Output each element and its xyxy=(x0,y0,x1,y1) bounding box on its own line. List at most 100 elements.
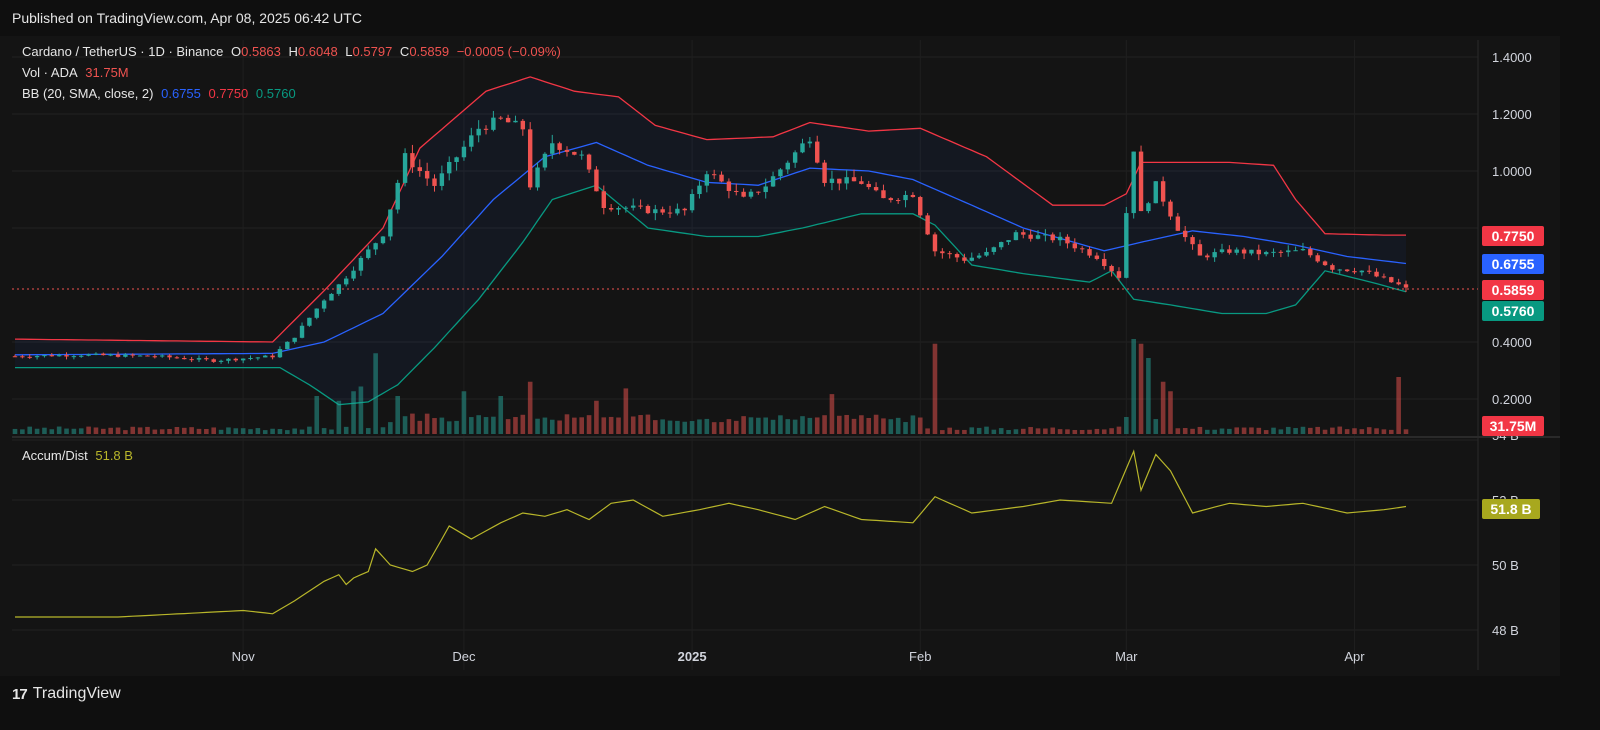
volume-bar xyxy=(954,429,960,434)
candle-body xyxy=(807,141,813,144)
volume-bar xyxy=(71,428,77,434)
candle-body xyxy=(1006,240,1011,243)
volume-bar xyxy=(1315,426,1320,434)
volume-bar xyxy=(1388,429,1394,434)
volume-bar xyxy=(321,428,327,434)
candle-body xyxy=(947,253,952,255)
candle-body xyxy=(1205,255,1210,258)
candle-body xyxy=(1308,249,1313,256)
candle-body xyxy=(586,154,592,170)
volume-legend[interactable]: Vol · ADA 31.75M xyxy=(22,65,133,80)
candle-body xyxy=(1219,249,1225,253)
candle-body xyxy=(1087,249,1092,256)
candle-body xyxy=(520,120,526,130)
candle-body xyxy=(940,251,945,254)
candle-body xyxy=(969,257,974,261)
candle-body xyxy=(1315,255,1320,262)
volume-bar xyxy=(476,415,481,434)
volume-bar xyxy=(807,417,813,434)
change-value: −0.0005 (−0.09%) xyxy=(456,44,561,59)
time-axis-label: Dec xyxy=(452,649,476,664)
volume-bar xyxy=(1403,429,1409,434)
volume-bar xyxy=(388,422,393,434)
candle-body xyxy=(535,167,540,188)
candle-body xyxy=(321,300,327,309)
volume-bar xyxy=(1263,430,1269,434)
volume-bar xyxy=(27,426,33,434)
volume-bar xyxy=(638,415,643,434)
candle-body xyxy=(439,173,445,186)
volume-bar xyxy=(336,400,342,434)
volume-bar xyxy=(123,430,128,434)
volume-bar xyxy=(204,428,209,434)
candle-body xyxy=(726,181,732,191)
volume-bar xyxy=(101,428,106,434)
candle-body xyxy=(638,205,643,207)
volume-bar xyxy=(277,429,283,434)
volume-bar xyxy=(932,343,938,434)
volume-bar xyxy=(299,429,305,434)
candle-body xyxy=(991,247,997,252)
volume-bar xyxy=(189,427,194,434)
candle-body xyxy=(351,270,356,279)
brand-name: TradingView xyxy=(32,685,121,702)
candle-body xyxy=(697,185,702,195)
volume-bar xyxy=(1322,429,1328,434)
volume-bar xyxy=(630,416,636,434)
candle-body xyxy=(918,197,923,216)
volume-bar xyxy=(741,416,746,434)
candle-body xyxy=(248,357,253,359)
volume-bar xyxy=(564,414,570,434)
chart-area[interactable] xyxy=(0,36,1560,676)
candle-body xyxy=(505,117,511,123)
volume-bar xyxy=(1013,429,1019,434)
volume-bar xyxy=(836,415,842,434)
volume-bar xyxy=(881,418,886,434)
bb-basis-line xyxy=(15,141,1407,356)
candle-body xyxy=(859,181,864,184)
candle-body xyxy=(1102,258,1107,267)
candle-body xyxy=(1227,249,1232,253)
volume-bar xyxy=(174,427,180,434)
volume-bar xyxy=(410,413,415,434)
volume-bar xyxy=(432,418,437,434)
candle-body xyxy=(976,255,982,258)
volume-bar xyxy=(859,415,864,434)
volume-bar xyxy=(667,420,673,434)
candle-body xyxy=(660,209,665,213)
volume-bar xyxy=(1101,429,1107,434)
candle-body xyxy=(954,254,960,258)
ad-tag: 51.8 B xyxy=(1482,499,1540,519)
candle-body xyxy=(778,169,783,177)
candle-body xyxy=(594,169,599,192)
volume-label: Vol · ADA xyxy=(22,65,78,80)
ad-legend[interactable]: Accum/Dist 51.8 B xyxy=(22,448,137,463)
top-bar: Published on TradingView.com, Apr 08, 20… xyxy=(0,0,1600,36)
volume-bar xyxy=(152,429,158,434)
bb-label: BB (20, SMA, close, 2) xyxy=(22,86,154,101)
candle-body xyxy=(1403,284,1409,288)
footer-brand[interactable]: 17 TradingView xyxy=(12,685,121,703)
bb-legend[interactable]: BB (20, SMA, close, 2) 0.6755 0.7750 0.5… xyxy=(22,86,300,101)
candle-body xyxy=(800,143,805,153)
ad-axis-label: 48 B xyxy=(1492,623,1519,638)
volume-bar xyxy=(329,429,334,434)
candle-body xyxy=(1263,252,1269,255)
symbol-legend[interactable]: Cardano / TetherUS · 1D · Binance O0.586… xyxy=(22,44,569,59)
candle-body xyxy=(395,182,400,210)
volume-bar xyxy=(159,429,165,434)
price-axis-label: 0.4000 xyxy=(1492,335,1532,350)
candle-body xyxy=(1337,269,1342,271)
candle-body xyxy=(550,143,555,154)
volume-bar xyxy=(1212,429,1217,434)
volume-bar xyxy=(255,428,261,434)
volume-bar xyxy=(145,426,150,434)
volume-bar xyxy=(86,426,91,434)
price-axis-label: 1.2000 xyxy=(1492,107,1532,122)
volume-bar xyxy=(78,428,84,434)
volume-bar xyxy=(962,429,967,434)
candle-body xyxy=(682,208,687,211)
volume-bar xyxy=(108,427,113,434)
volume-bar xyxy=(270,428,275,434)
